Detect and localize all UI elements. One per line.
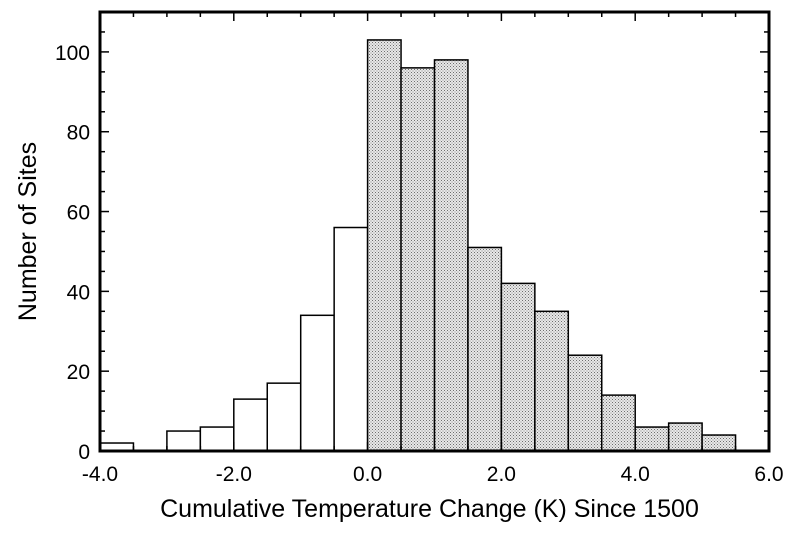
histogram-bar — [299, 314, 335, 452]
y-tick-label: 0 — [78, 441, 90, 464]
histogram-bar — [199, 426, 235, 452]
histogram-bar — [433, 59, 469, 452]
histogram-bar — [701, 434, 737, 452]
histogram-bar — [333, 226, 369, 452]
x-tick-labels: -4.0 -2.0 0.0 2.0 4.0 6.0 — [82, 463, 784, 486]
y-tick-label: 100 — [55, 42, 90, 65]
histogram-bar — [467, 246, 503, 452]
histogram-bar — [500, 282, 536, 452]
bars-group — [99, 39, 737, 452]
histogram-bar — [266, 382, 302, 452]
histogram-bar — [534, 310, 570, 452]
y-tick-label: 60 — [67, 202, 90, 225]
y-tick-label: 40 — [67, 281, 90, 304]
histogram-bar — [233, 398, 269, 452]
x-tick-label: 6.0 — [754, 463, 783, 486]
histogram-bar — [567, 354, 603, 452]
x-tick-label: 2.0 — [487, 463, 516, 486]
y-tick-labels: 0 20 40 60 80 100 — [55, 42, 90, 464]
histogram-bar — [400, 67, 436, 452]
x-tick-label: 4.0 — [621, 463, 650, 486]
x-tick-label: -2.0 — [216, 463, 252, 486]
y-tick-label: 80 — [67, 122, 90, 145]
x-tick-label: 0.0 — [353, 463, 382, 486]
histogram-bar — [601, 394, 636, 452]
histogram-bar — [667, 422, 703, 452]
x-tick-label: -4.0 — [82, 463, 118, 486]
ticks-group — [99, 11, 770, 452]
histogram-bar — [166, 430, 202, 452]
histogram-bar — [634, 426, 670, 452]
y-tick-label: 20 — [67, 361, 90, 384]
x-axis-title: Cumulative Temperature Change (K) Since … — [160, 495, 699, 523]
histogram-bar — [366, 39, 402, 452]
y-axis-title: Number of Sites — [14, 142, 42, 321]
